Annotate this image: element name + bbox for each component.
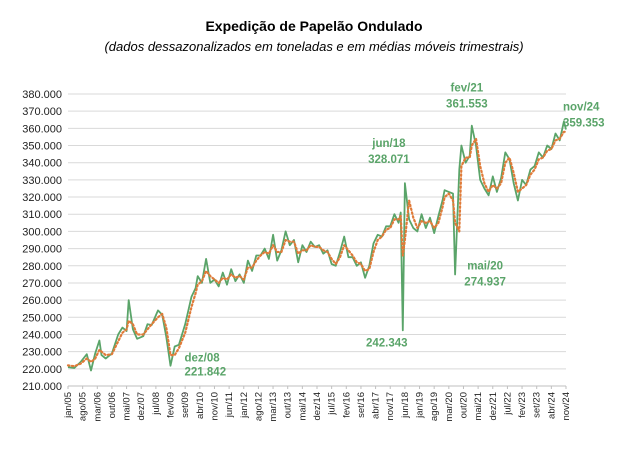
series-group [66, 120, 568, 372]
x-tick-label: abr/24 [546, 392, 557, 419]
x-tick-label: jan/12 [239, 392, 250, 419]
x-tick-label: mar/13 [268, 392, 279, 422]
y-tick-label: 260.000 [22, 295, 62, 307]
x-tick-label: mai/21 [473, 392, 484, 421]
annotation-label: 242.343 [366, 337, 408, 349]
annotation-label: dez/08 [185, 353, 221, 365]
y-tick-label: 370.000 [22, 106, 62, 118]
y-tick-label: 290.000 [22, 244, 62, 256]
annotation-label: 359.353 [563, 117, 605, 129]
x-axis: jan/05 ago/05 mar/06 out/06 mai/07 dez/07 jul/… [63, 385, 572, 422]
y-tick-label: 250.000 [22, 312, 62, 324]
y-tick-label: 340.000 [22, 158, 62, 170]
annotation-label: 221.842 [185, 367, 227, 379]
y-tick-label: 270.000 [22, 278, 62, 290]
annotation-label: mai/20 [467, 260, 503, 272]
y-tick-label: 350.000 [22, 141, 62, 153]
y-tick-label: 380.000 [22, 89, 62, 101]
x-tick-label: abr/10 [195, 392, 206, 419]
y-tick-label: 360.000 [22, 123, 62, 135]
annotations: dez/08 221.842 jun/18 328.071 242.343 mai/20 2… [185, 83, 605, 379]
y-tick-label: 310.000 [22, 209, 62, 221]
x-tick-label: abr/17 [371, 392, 382, 419]
y-axis: 210.000 220.000 230.000 240.000 250.000 260.0… [22, 89, 62, 393]
y-tick-label: 300.000 [22, 226, 62, 238]
x-tick-label: set/16 [356, 392, 367, 418]
x-tick-label: mai/07 [122, 392, 133, 421]
annotation-label: 274.937 [464, 276, 506, 288]
annotation-label: jun/18 [371, 138, 406, 150]
x-tick-label: set/09 [180, 392, 191, 418]
x-tick-label: nov/17 [385, 392, 396, 421]
x-tick-label: out/06 [107, 392, 118, 418]
x-tick-label: jul/22 [502, 392, 513, 416]
x-tick-label: jan/05 [63, 392, 74, 419]
x-tick-label: set/23 [532, 392, 543, 418]
annotation-label: fev/21 [451, 83, 484, 95]
x-tick-label: jun/11 [224, 392, 235, 418]
x-tick-label: fev/09 [166, 392, 177, 418]
series-line-dotted [66, 130, 568, 368]
x-tick-label: mai/14 [297, 392, 308, 421]
y-tick-label: 220.000 [22, 364, 62, 376]
x-tick-label: mar/06 [92, 392, 103, 422]
x-tick-label: dez/14 [312, 392, 323, 421]
x-tick-label: jun/18 [400, 392, 411, 419]
x-tick-label: dez/21 [488, 392, 499, 421]
y-tick-label: 210.000 [22, 381, 62, 393]
x-tick-label: ago/12 [253, 392, 264, 421]
chart-subtitle: (dados dessazonalizados em toneladas e e… [104, 39, 524, 54]
x-tick-label: ago/19 [429, 392, 440, 421]
x-tick-label: jan/19 [415, 392, 426, 419]
annotation-label: nov/24 [563, 101, 600, 113]
y-tick-label: 320.000 [22, 192, 62, 204]
annotation-label: 328.071 [368, 154, 410, 166]
y-tick-label: 230.000 [22, 347, 62, 359]
chart-title: Expedição de Papelão Ondulado [205, 18, 423, 34]
y-tick-label: 330.000 [22, 175, 62, 187]
x-tick-label: out/20 [458, 392, 469, 418]
x-tick-label: fev/23 [517, 392, 528, 418]
x-tick-label: out/13 [283, 392, 294, 418]
x-tick-label: fev/16 [341, 392, 352, 418]
x-tick-label: dez/07 [136, 392, 147, 421]
x-tick-label: nov/24 [561, 392, 572, 421]
y-tick-label: 240.000 [22, 329, 62, 341]
x-tick-label: mar/20 [444, 392, 455, 422]
gridlines [68, 93, 566, 387]
x-tick-label: ago/05 [78, 392, 89, 421]
x-tick-label: jul/08 [151, 392, 162, 416]
x-tick-label: jul/15 [327, 392, 338, 416]
x-tick-label: nov/10 [209, 392, 220, 421]
annotation-label: 361.553 [446, 99, 488, 111]
y-tick-label: 280.000 [22, 261, 62, 273]
